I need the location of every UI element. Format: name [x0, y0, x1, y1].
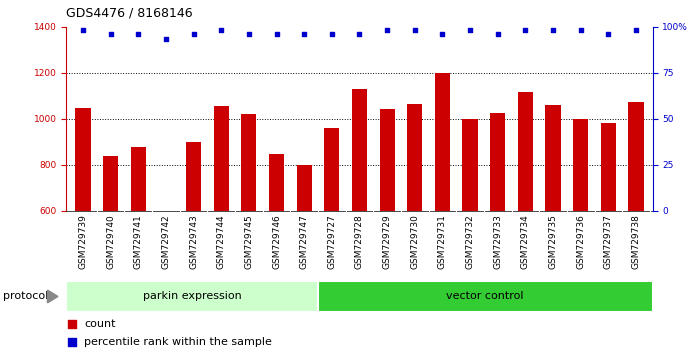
Text: GSM729731: GSM729731 [438, 214, 447, 269]
Bar [601, 123, 616, 211]
Text: parkin expression: parkin expression [142, 291, 242, 302]
Bar [490, 113, 505, 211]
Point [66, 339, 77, 344]
Text: protocol: protocol [3, 291, 49, 302]
Point [603, 31, 614, 37]
Text: GSM729738: GSM729738 [632, 214, 641, 269]
Text: GSM729733: GSM729733 [493, 214, 503, 269]
Text: GSM729735: GSM729735 [549, 214, 558, 269]
Point [382, 27, 393, 33]
Bar [352, 89, 367, 211]
Text: GSM729739: GSM729739 [78, 214, 87, 269]
Bar [186, 142, 201, 211]
Point [547, 27, 558, 33]
Bar [103, 156, 118, 211]
Text: count: count [84, 319, 115, 329]
Text: GDS4476 / 8168146: GDS4476 / 8168146 [66, 6, 193, 19]
Point [216, 27, 227, 33]
Bar [131, 147, 146, 211]
Point [492, 31, 503, 37]
Bar [573, 119, 588, 211]
Text: GSM729746: GSM729746 [272, 214, 281, 269]
Point [354, 31, 365, 37]
Point [244, 31, 255, 37]
Point [133, 31, 144, 37]
Point [437, 31, 448, 37]
Text: GSM729730: GSM729730 [410, 214, 419, 269]
Text: GSM729742: GSM729742 [161, 214, 170, 269]
Text: percentile rank within the sample: percentile rank within the sample [84, 337, 272, 347]
Bar [66, 281, 318, 312]
Text: GSM729745: GSM729745 [244, 214, 253, 269]
Text: GSM729734: GSM729734 [521, 214, 530, 269]
Bar [463, 119, 477, 211]
Point [105, 31, 116, 37]
Text: GSM729744: GSM729744 [216, 214, 225, 269]
Bar [297, 165, 312, 211]
Text: GSM729727: GSM729727 [327, 214, 336, 269]
Bar [435, 73, 450, 211]
Text: GSM729741: GSM729741 [134, 214, 142, 269]
Bar [518, 92, 533, 211]
Bar [324, 128, 339, 211]
Point [66, 321, 77, 327]
Text: GSM729736: GSM729736 [577, 214, 585, 269]
Point [271, 31, 282, 37]
Bar [214, 106, 229, 211]
Point [520, 27, 531, 33]
Bar [545, 105, 560, 211]
Bar [242, 114, 256, 211]
Point [409, 27, 420, 33]
Text: GSM729732: GSM729732 [466, 214, 475, 269]
Bar [380, 109, 395, 211]
Point [299, 31, 310, 37]
Bar [269, 154, 284, 211]
Point [575, 27, 586, 33]
Bar [318, 281, 653, 312]
Point [77, 27, 89, 33]
Text: GSM729740: GSM729740 [106, 214, 115, 269]
Point [464, 27, 475, 33]
Text: GSM729743: GSM729743 [189, 214, 198, 269]
Text: GSM729728: GSM729728 [355, 214, 364, 269]
Text: GSM729737: GSM729737 [604, 214, 613, 269]
Text: GSM729729: GSM729729 [383, 214, 392, 269]
Point [630, 27, 641, 33]
Bar [628, 103, 644, 211]
Point [326, 31, 337, 37]
Bar [75, 108, 91, 211]
Point [161, 36, 172, 42]
Text: GSM729747: GSM729747 [299, 214, 309, 269]
Bar [407, 104, 422, 211]
Point [188, 31, 199, 37]
Text: vector control: vector control [446, 291, 524, 302]
